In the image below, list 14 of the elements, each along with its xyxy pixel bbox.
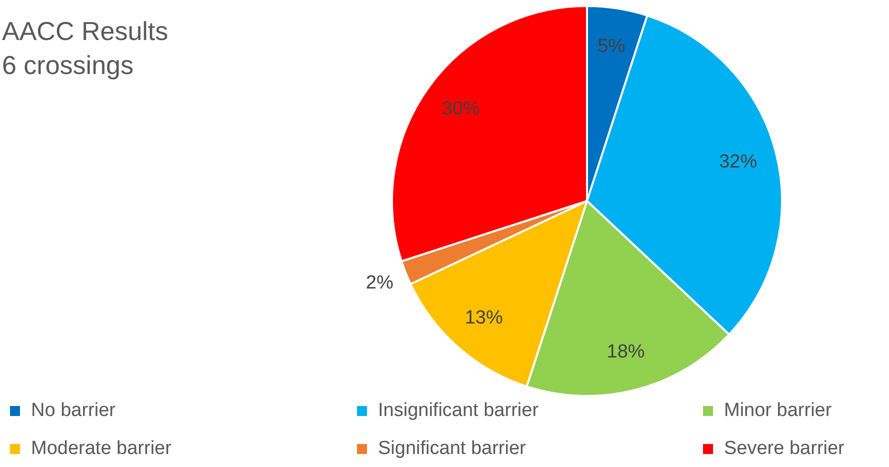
text: 6 crossings <box>2 49 134 82</box>
legend-label: Minor barrier <box>724 400 832 422</box>
data-label: 18% <box>606 341 645 362</box>
data-label: 2% <box>366 272 394 294</box>
data-label: 32% <box>719 151 758 172</box>
data-label: 30% <box>442 98 480 120</box>
data-label: 5% <box>598 36 626 58</box>
legend-label: Insignificant barrier <box>378 400 540 422</box>
chart-title: AACC Results <box>2 15 168 48</box>
legend-label: No barrier <box>31 400 116 422</box>
legend-label: Significant barrier <box>378 438 527 460</box>
data-label: 13% <box>464 307 503 328</box>
legend-label: Severe barrier <box>724 438 846 460</box>
legend-label: Moderate barrier <box>31 438 172 460</box>
